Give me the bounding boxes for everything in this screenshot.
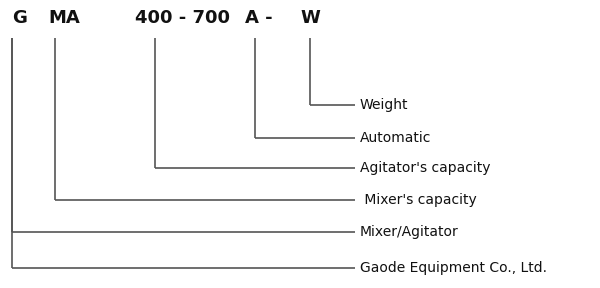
Text: Agitator's capacity: Agitator's capacity [360,161,491,175]
Text: Gaode Equipment Co., Ltd.: Gaode Equipment Co., Ltd. [360,261,547,275]
Text: Mixer/Agitator: Mixer/Agitator [360,225,459,239]
Text: 400 - 700: 400 - 700 [135,9,230,27]
Text: W: W [300,9,320,27]
Text: G: G [12,9,27,27]
Text: A -: A - [245,9,272,27]
Text: Mixer's capacity: Mixer's capacity [360,193,477,207]
Text: Automatic: Automatic [360,131,431,145]
Text: MA: MA [48,9,80,27]
Text: Weight: Weight [360,98,409,112]
